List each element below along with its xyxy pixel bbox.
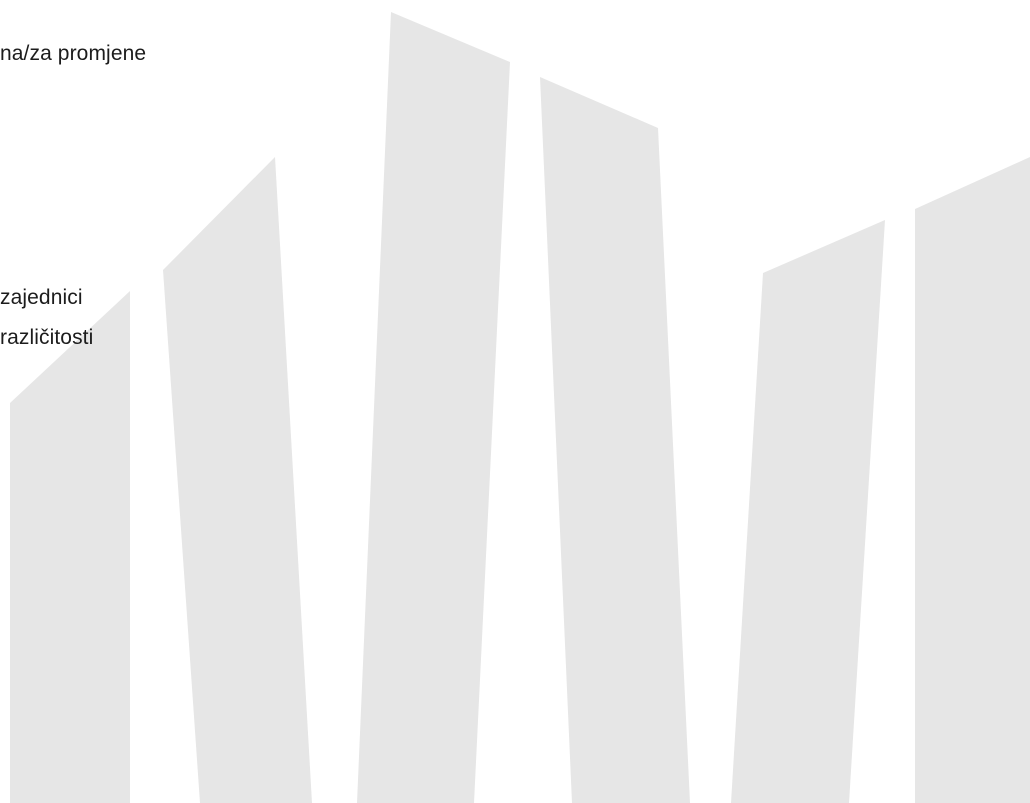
text-line-razlicitosti: različitosti: [0, 326, 94, 349]
decorative-shape-center-right: [540, 77, 690, 803]
decorative-shape-right: [731, 220, 885, 803]
decorative-shape-left: [10, 291, 130, 803]
text-line-promjene: na/za promjene: [0, 42, 147, 65]
decorative-shape-tall-slant: [163, 157, 312, 803]
text-line-zajednici: zajednici: [0, 286, 83, 309]
decorative-shape-center-left: [357, 12, 510, 803]
decorative-shape-far-right: [915, 157, 1030, 803]
